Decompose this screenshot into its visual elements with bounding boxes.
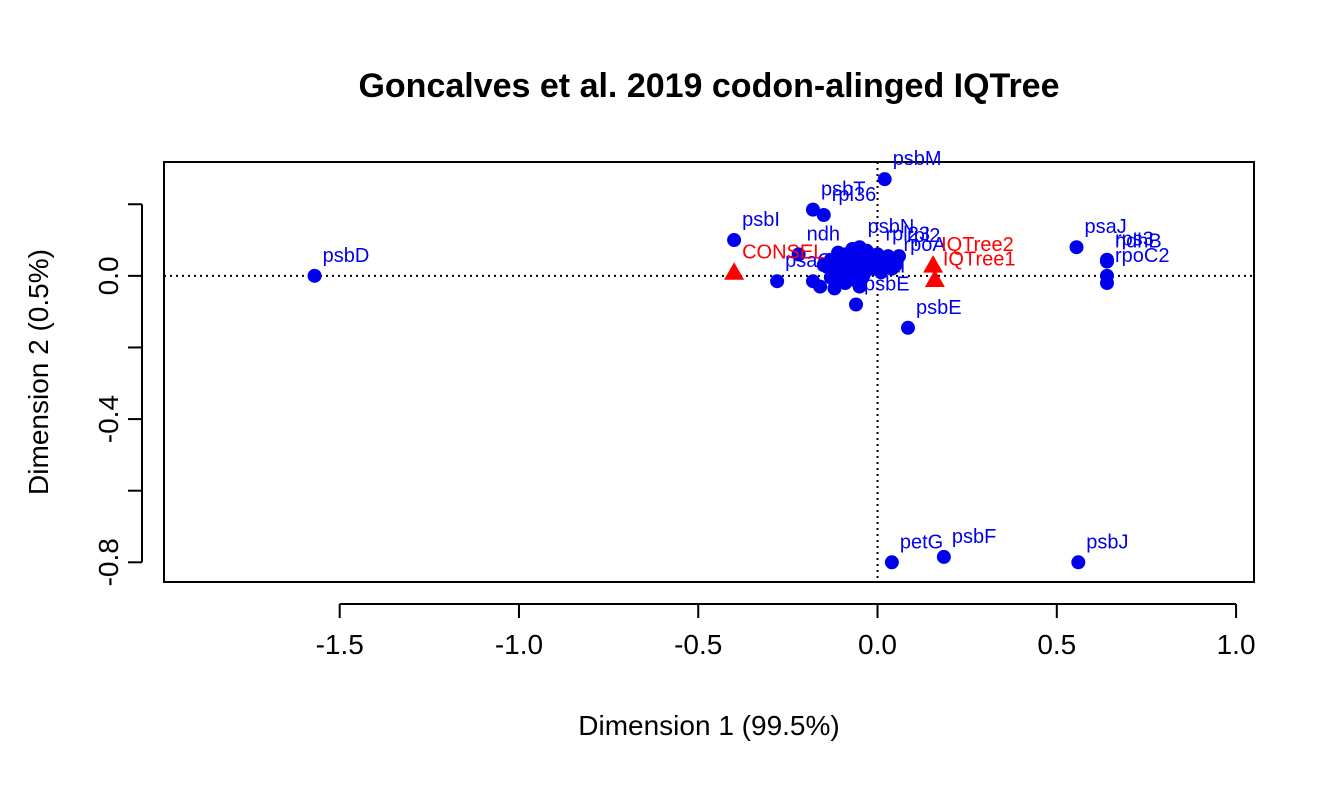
x-tick-label: 1.0 (1217, 629, 1256, 660)
data-point (1099, 276, 1114, 291)
x-tick-label: -1.5 (316, 629, 364, 660)
data-label: rps3 (1115, 229, 1154, 251)
data-point (849, 297, 864, 312)
x-tick-label: 0.0 (858, 629, 897, 660)
data-point (1069, 240, 1084, 255)
x-axis: -1.5 -1.0 -0.5 0.0 0.5 1.0 (316, 603, 1256, 660)
data-label: psaC (785, 250, 832, 272)
data-label: psbD (323, 245, 370, 267)
data-point (791, 247, 806, 262)
data-point (307, 268, 322, 283)
data-point (884, 555, 899, 570)
data-label: rpoC2 (1115, 245, 1169, 267)
reference-lines (164, 162, 1254, 582)
data-point (845, 272, 860, 287)
data-label: IQTree2 (941, 234, 1014, 256)
data-label: psbJ (1086, 531, 1128, 553)
data-point (936, 549, 951, 564)
data-point (849, 249, 864, 264)
data-label: psbE (916, 297, 962, 319)
data-label: IQTree1 (943, 248, 1016, 270)
data-point (816, 207, 831, 222)
data-label: ndhB (1115, 231, 1162, 253)
data-label: rpl36 (832, 184, 876, 206)
data-point (727, 233, 742, 248)
data-label: psbT (821, 179, 865, 201)
data-points (307, 172, 1114, 570)
x-tick-label: -0.5 (674, 629, 722, 660)
y-tick-label: 0.0 (93, 256, 124, 295)
y-axis-label: Dimension 2 (0.5%) (23, 249, 54, 495)
data-point-triangle (923, 255, 944, 273)
x-tick-label: -1.0 (495, 629, 543, 660)
data-label: psaI (868, 256, 906, 278)
data-point (816, 258, 831, 273)
data-point (1099, 254, 1114, 269)
data-label: petG (900, 531, 943, 553)
y-tick-label: -0.4 (93, 395, 124, 443)
data-point (805, 202, 820, 217)
data-point (863, 256, 878, 271)
chart-title: Goncalves et al. 2019 codon-alinged IQTr… (358, 67, 1059, 105)
data-label: psbM (893, 148, 942, 170)
x-axis-label: Dimension 1 (99.5%) (578, 710, 839, 741)
data-point-triangle (724, 262, 745, 280)
data-point (770, 274, 785, 289)
data-point (900, 320, 915, 335)
x-tick-label: 0.5 (1037, 629, 1076, 660)
data-point (827, 281, 842, 296)
plot-frame (163, 161, 1255, 583)
data-label: rpl23 (886, 223, 930, 245)
data-label: psaJ (1085, 216, 1127, 238)
data-point (881, 249, 896, 264)
data-label: psbE (864, 274, 910, 296)
data-label: psbI (742, 209, 780, 231)
data-point (859, 243, 874, 258)
data-point (813, 279, 828, 294)
data-point (834, 265, 849, 280)
data-point (856, 268, 871, 283)
y-axis: -0.8 -0.4 0.0 (93, 203, 143, 586)
data-point-triangle (924, 269, 945, 287)
y-tick-label: -0.8 (93, 538, 124, 586)
data-point (1071, 555, 1086, 570)
data-label: CONSEL (742, 241, 824, 263)
data-point (823, 270, 838, 285)
data-point (831, 245, 846, 260)
data-label: rpoA (903, 234, 946, 256)
data-label: psbN (868, 216, 915, 238)
data-label: psbF (952, 526, 996, 548)
data-label: ndh (807, 223, 840, 245)
data-point (877, 172, 892, 187)
data-point (874, 265, 889, 280)
data-label: rpl2 (907, 225, 940, 247)
